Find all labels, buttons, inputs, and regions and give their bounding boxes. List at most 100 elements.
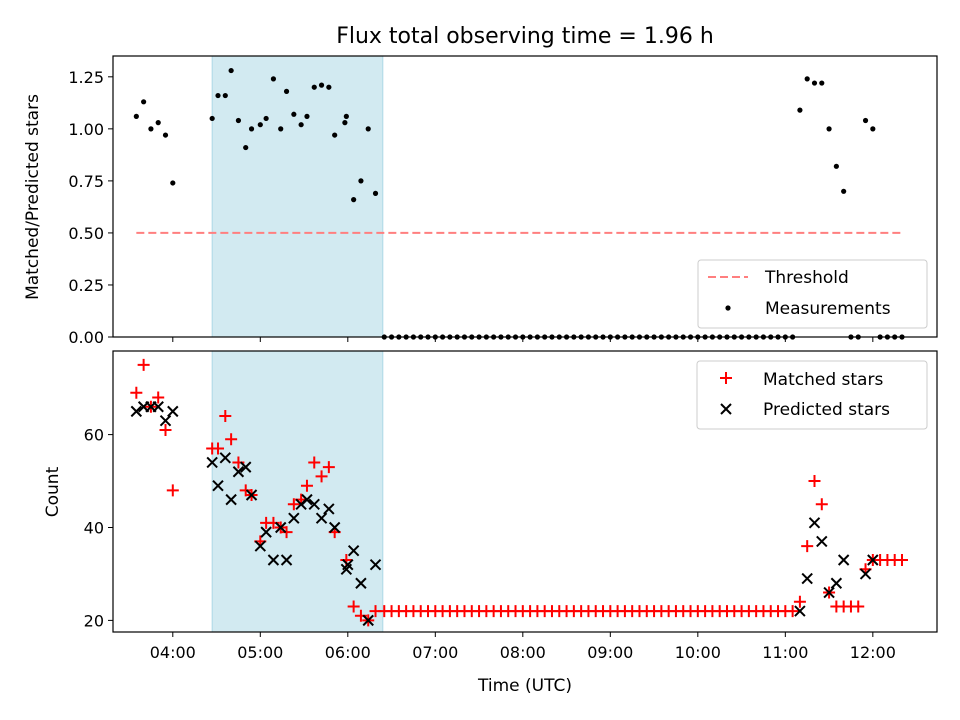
predicted-star-point <box>240 461 252 473</box>
measurement-point <box>283 88 290 94</box>
top-y-tick-label: 0.25 <box>68 276 104 295</box>
measurement-point <box>278 126 284 132</box>
bottom-y-tick-label: 60 <box>84 426 104 445</box>
predicted-star-point <box>301 493 313 506</box>
predicted-star-point <box>308 498 320 510</box>
predicted-star-point <box>342 558 354 571</box>
observing-span-shade-bottom <box>211 350 384 633</box>
measurement-point <box>235 117 242 124</box>
top-y-tick-label: 0.00 <box>68 328 104 347</box>
measurement-point <box>141 99 147 105</box>
threshold-legend-label: Threshold <box>764 268 849 288</box>
predicted-star-point <box>794 605 806 617</box>
measurements-legend-label: Measurements <box>765 299 891 319</box>
x-axis-label: Time (UTC) <box>477 676 572 696</box>
predicted-star-point <box>225 493 237 506</box>
matched-star-point <box>852 600 865 613</box>
measurement-point <box>222 92 228 99</box>
matched-star-point <box>300 479 313 492</box>
measurements-legend-swatch <box>725 305 731 311</box>
measurement-point <box>332 132 338 138</box>
measurement-point <box>228 67 234 74</box>
measurement-point <box>263 115 269 122</box>
x-tick-label: 04:00 <box>150 643 196 662</box>
predicted-stars-legend-swatch <box>720 403 732 415</box>
matched-star-point <box>808 475 821 488</box>
measurement-point <box>311 84 317 90</box>
measurement-point <box>870 126 876 132</box>
bottom-y-axis-label: Count <box>43 466 63 517</box>
bottom-y-tick-label: 40 <box>84 518 104 537</box>
top-y-tick-label: 1.00 <box>68 120 104 139</box>
predicted-stars-legend-label: Predicted stars <box>763 400 890 420</box>
predicted-star-point <box>315 512 328 524</box>
matched-star-point <box>152 391 165 404</box>
measurement-point <box>209 115 215 122</box>
predicted-star-point <box>801 572 813 585</box>
predicted-star-point <box>362 614 374 627</box>
matched-stars-legend-label: Matched stars <box>763 370 883 390</box>
predicted-star-point <box>267 554 280 566</box>
measurement-point <box>257 122 263 128</box>
predicted-star-point <box>275 521 287 534</box>
predicted-star-point <box>859 568 872 580</box>
predicted-star-point <box>206 456 218 469</box>
x-tick-label: 11:00 <box>762 643 808 662</box>
predicted-star-point <box>152 401 164 413</box>
matched-star-point <box>219 410 232 423</box>
measurement-point <box>365 126 371 132</box>
predicted-star-point <box>369 558 382 571</box>
measurement-point <box>243 144 249 151</box>
matched-star-point <box>280 526 293 539</box>
measurement-point <box>304 113 310 119</box>
predicted-star-point <box>159 414 172 427</box>
measurement-point <box>351 197 357 203</box>
predicted-star-point <box>280 554 293 566</box>
matched-star-point <box>287 498 300 511</box>
matched-stars-legend-swatch <box>720 372 732 384</box>
measurement-point <box>155 120 161 126</box>
chart-title: Flux total observing time = 1.96 h <box>336 24 714 49</box>
measurement-point <box>358 178 364 184</box>
matched-star-point <box>212 442 225 455</box>
top-y-axis-label: Matched/Predicted stars <box>23 94 43 300</box>
x-tick-label: 09:00 <box>587 643 633 662</box>
predicted-star-point <box>232 466 245 478</box>
matched-star-point <box>225 433 238 446</box>
matched-star-point <box>308 456 321 469</box>
matched-star-point <box>347 600 360 613</box>
x-tick-label: 06:00 <box>325 643 371 662</box>
matched-star-point <box>786 605 799 618</box>
observing-span-shade-top <box>211 55 384 338</box>
measurement-point <box>148 126 154 132</box>
measurement-point <box>162 132 169 138</box>
matched-star-point <box>895 554 908 567</box>
measurement-point <box>841 188 847 194</box>
matched-star-point <box>137 358 150 371</box>
measurement-point <box>372 190 379 196</box>
bottom-legend: Matched stars Predicted stars <box>696 360 928 430</box>
measurement-point <box>342 120 348 126</box>
predicted-star-point <box>260 526 272 538</box>
predicted-star-point <box>212 479 224 492</box>
measurement-point <box>270 76 277 82</box>
predicted-star-point <box>830 577 843 589</box>
top-legend-box <box>697 259 928 329</box>
predicted-star-point <box>323 503 335 515</box>
predicted-star-point <box>823 586 835 599</box>
measurement-point <box>862 117 869 124</box>
bottom-axes-frame <box>112 350 938 633</box>
predicted-star-point <box>837 554 850 566</box>
bottom-legend-box <box>696 360 928 430</box>
measurement-point <box>819 80 825 86</box>
top-panel: 0.00 0.25 0.50 0.75 1.00 1.25 Matched/Predict… <box>23 55 938 347</box>
top-y-tick-label: 1.25 <box>68 68 104 87</box>
measurement-point <box>811 80 818 86</box>
measurement-point <box>797 107 803 113</box>
matched-star-point <box>322 461 335 474</box>
bottom-panel: 20 40 60 04:00 05:00 06:00 07:00 08:00 09:00 10:… <box>43 350 938 696</box>
measurement-point <box>318 82 325 88</box>
matched-star-point <box>159 423 172 436</box>
matched-star-point <box>815 498 828 511</box>
measurement-point <box>133 113 139 119</box>
